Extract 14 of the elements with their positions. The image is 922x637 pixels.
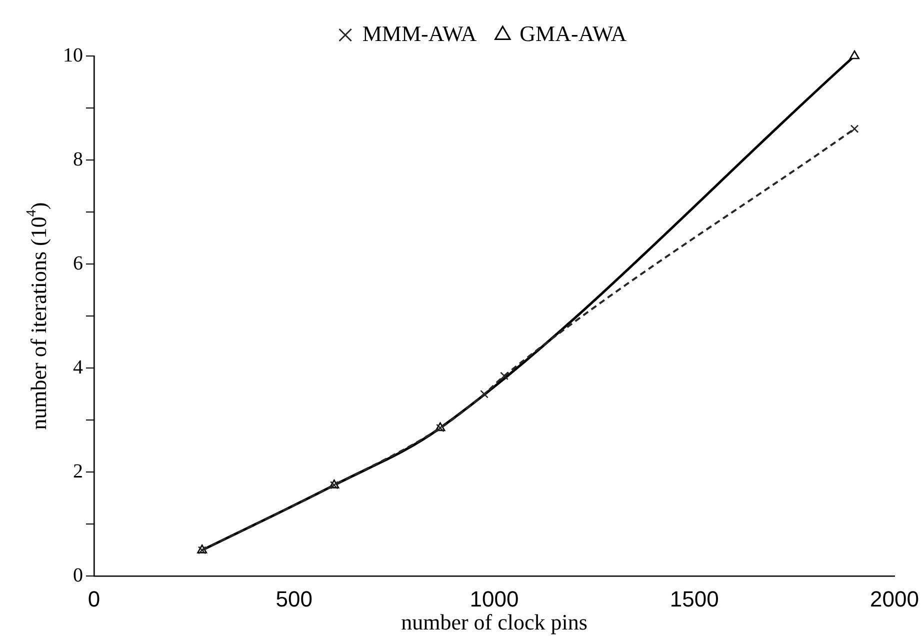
x-tick-label: 500: [276, 586, 312, 612]
x-tick-label: 2000: [870, 586, 920, 612]
y-tick-label: 8: [73, 148, 83, 170]
y-tick-label: 0: [73, 564, 83, 586]
legend-label: GMA-AWA: [520, 20, 627, 46]
x-tick-label: 1500: [670, 586, 719, 612]
legend-label: MMM-AWA: [362, 20, 477, 46]
y-tick-label: 6: [73, 252, 83, 274]
x-tick-label: 1000: [470, 586, 519, 612]
x-axis-title: number of clock pins: [401, 610, 588, 635]
y-tick-label: 4: [73, 356, 83, 378]
y-tick-label: 10: [63, 44, 83, 66]
y-tick-label: 2: [73, 460, 83, 482]
y-axis-title: number of iterations (104): [24, 202, 51, 430]
